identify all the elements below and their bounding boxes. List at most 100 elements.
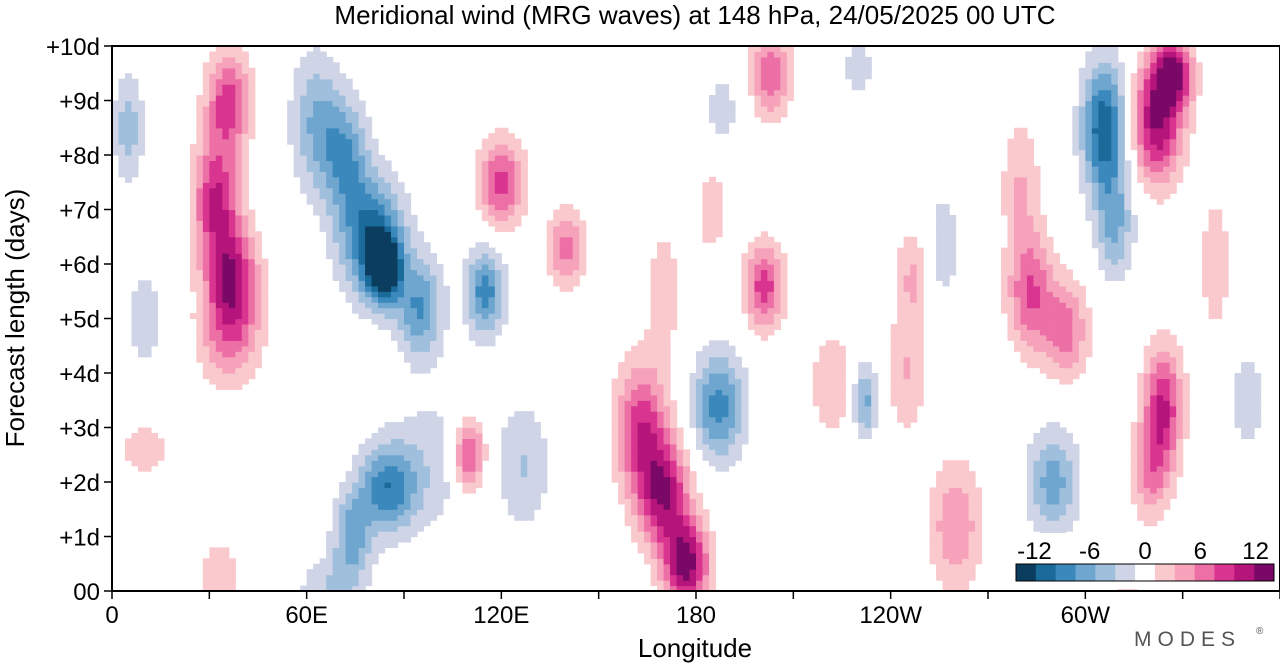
contour-cell xyxy=(397,482,405,489)
contour-cell xyxy=(137,100,146,107)
contour-cell xyxy=(936,525,944,532)
contour-cell xyxy=(1020,133,1028,140)
contour-cell xyxy=(358,253,366,260)
contour-cell xyxy=(1163,182,1171,189)
contour-cell xyxy=(663,531,671,538)
contour-cell xyxy=(1091,214,1099,221)
contour-cell xyxy=(371,242,379,249)
contour-cell xyxy=(202,225,210,232)
contour-cell xyxy=(650,400,658,407)
contour-cell xyxy=(1130,116,1138,123)
contour-cell xyxy=(1156,182,1164,189)
contour-cell xyxy=(410,307,418,314)
contour-cell xyxy=(313,105,321,112)
contour-cell xyxy=(404,264,412,271)
contour-cell xyxy=(410,340,418,347)
contour-cell xyxy=(358,127,366,134)
contour-cell xyxy=(1104,264,1112,271)
contour-cell xyxy=(202,182,210,189)
contour-cell xyxy=(131,133,139,140)
contour-cell xyxy=(300,165,308,172)
contour-cell xyxy=(702,454,710,461)
contour-cell xyxy=(1202,258,1210,265)
contour-cell xyxy=(1137,171,1145,178)
contour-cell xyxy=(657,509,665,516)
contour-cell xyxy=(202,209,210,216)
contour-cell xyxy=(462,427,470,434)
contour-cell xyxy=(942,514,950,521)
contour-cell xyxy=(423,280,431,287)
contour-cell xyxy=(1150,454,1158,461)
contour-cell xyxy=(650,405,658,412)
contour-cell xyxy=(371,144,379,151)
contour-cell xyxy=(222,269,230,276)
contour-cell xyxy=(436,492,444,499)
contour-cell xyxy=(228,247,236,254)
contour-cell xyxy=(507,214,515,221)
contour-cell xyxy=(897,400,905,407)
contour-cell xyxy=(241,269,249,276)
contour-cell xyxy=(715,345,723,352)
contour-cell xyxy=(897,274,905,281)
contour-cell xyxy=(514,422,522,429)
contour-cell xyxy=(384,274,392,281)
contour-cell xyxy=(1176,149,1184,156)
contour-cell xyxy=(384,313,392,320)
contour-cell xyxy=(429,329,438,336)
contour-cell xyxy=(1052,334,1060,341)
contour-cell xyxy=(371,509,379,516)
contour-cell xyxy=(1026,258,1035,265)
contour-cell xyxy=(488,133,496,140)
contour-cell xyxy=(339,236,347,243)
contour-cell xyxy=(423,318,431,325)
contour-cell xyxy=(189,236,197,243)
contour-cell xyxy=(118,116,126,123)
contour-cell xyxy=(429,323,438,330)
contour-cell xyxy=(936,569,944,576)
contour-cell xyxy=(670,509,678,516)
contour-cell xyxy=(468,487,476,494)
contour-cell xyxy=(1020,329,1028,336)
contour-cell xyxy=(1013,307,1022,314)
contour-cell xyxy=(494,209,502,216)
contour-cell xyxy=(631,520,639,527)
contour-cell xyxy=(189,258,197,265)
contour-cell xyxy=(196,356,204,363)
contour-cell xyxy=(1065,520,1073,527)
contour-cell xyxy=(228,127,236,134)
contour-cell xyxy=(442,323,451,330)
contour-cell xyxy=(1137,432,1145,439)
contour-cell xyxy=(228,307,236,314)
contour-cell xyxy=(241,264,249,271)
contour-cell xyxy=(1072,307,1080,314)
contour-cell xyxy=(663,296,671,303)
contour-cell xyxy=(215,253,223,260)
contour-cell xyxy=(916,373,924,380)
contour-cell xyxy=(540,443,548,450)
contour-cell xyxy=(404,487,412,494)
contour-cell xyxy=(689,405,697,412)
contour-cell xyxy=(670,323,678,330)
contour-cell xyxy=(358,313,366,320)
contour-cell xyxy=(196,340,204,347)
contour-cell xyxy=(1033,487,1041,494)
contour-cell xyxy=(1007,209,1015,216)
contour-cell xyxy=(209,547,217,554)
contour-cell xyxy=(404,225,412,232)
contour-cell xyxy=(319,580,327,587)
contour-cell xyxy=(663,274,671,281)
contour-cell xyxy=(975,487,983,494)
contour-cell xyxy=(1039,520,1047,527)
contour-cell xyxy=(747,323,755,330)
contour-cell xyxy=(436,345,444,352)
contour-cell xyxy=(741,264,749,271)
contour-cell xyxy=(520,460,528,467)
contour-cell xyxy=(416,269,425,276)
contour-cell xyxy=(254,356,262,363)
contour-cell xyxy=(423,449,431,456)
contour-cell xyxy=(416,253,425,260)
contour-cell xyxy=(975,509,983,516)
contour-cell xyxy=(773,242,781,249)
contour-cell xyxy=(1241,378,1249,385)
contour-cell xyxy=(416,340,425,347)
